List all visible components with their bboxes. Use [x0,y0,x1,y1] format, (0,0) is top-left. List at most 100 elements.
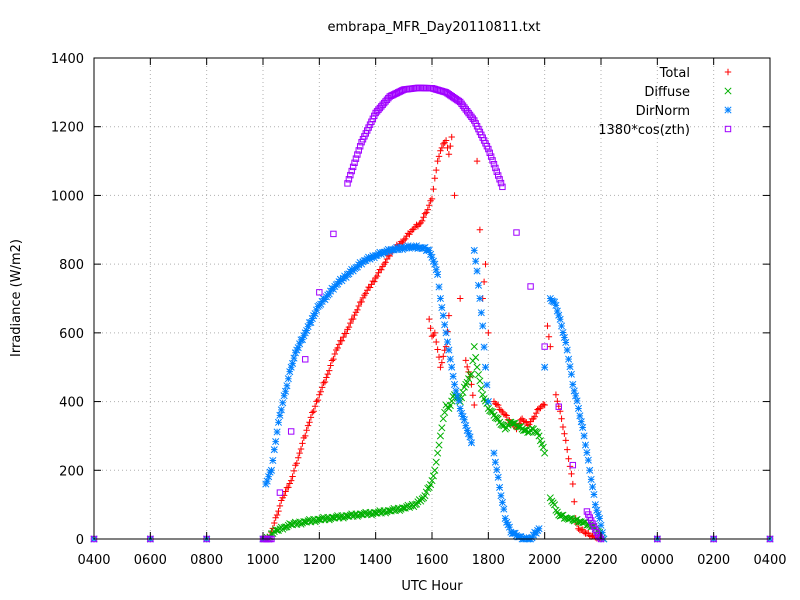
data-point [436,294,445,303]
y-tick-label: 800 [59,258,84,273]
data-point [573,397,581,405]
data-point [309,409,316,416]
y-tick-label: 1400 [51,52,84,67]
data-point [562,338,570,347]
data-point [276,502,284,510]
data-point [383,255,391,263]
data-point [448,133,455,141]
data-point [558,322,566,330]
data-point [335,341,343,348]
data-point [576,412,584,420]
data-point [482,260,489,268]
data-point [425,315,433,323]
data-point [498,498,506,506]
data-point [296,449,303,457]
data-point [308,314,316,323]
data-point [435,153,443,160]
data-point [532,529,540,537]
data-point [354,151,361,158]
series-2 [90,242,774,543]
data-point [303,427,310,434]
legend-marker-symbol [724,125,732,133]
data-point [361,291,368,299]
data-point [555,311,563,319]
data-point [535,525,543,533]
data-point [577,418,585,426]
data-point [402,235,409,243]
data-point [404,501,412,509]
data-point [334,344,341,352]
data-point [349,163,357,171]
data-point [470,343,478,351]
data-point [393,243,401,251]
data-point [404,242,412,250]
data-point [539,443,547,451]
data-point [420,214,427,221]
data-point [472,257,480,265]
data-point [442,329,450,337]
data-point [271,519,278,527]
data-point [570,387,578,395]
data-point [476,226,484,233]
data-point [511,529,519,537]
data-point [467,439,475,447]
data-point [433,338,440,346]
data-point [345,323,353,331]
data-point [550,298,559,306]
data-point [431,466,439,474]
data-point [299,440,306,447]
data-point [346,268,354,276]
data-point [554,398,561,405]
y-tick-label: 1200 [51,121,84,136]
y-axis-label: Irradiance (W/m2) [9,239,24,357]
data-point [300,518,308,526]
data-point [412,242,421,250]
data-point [425,246,433,254]
data-point [474,281,483,289]
data-point [334,280,342,288]
data-point [439,312,447,320]
data-point [312,306,321,314]
data-point [303,326,311,335]
data-point [358,298,365,306]
y-tick-label: 400 [59,396,84,411]
data-point [491,458,499,466]
data-point [283,382,291,390]
data-point [500,410,508,418]
data-point [428,195,436,203]
data-point [342,330,350,337]
data-point [327,362,334,369]
data-point [502,411,509,418]
data-point [496,483,504,492]
data-point [569,480,577,488]
data-point [318,384,326,391]
data-point [594,510,602,518]
data-point [469,392,477,399]
data-point [435,441,443,449]
data-point [398,504,406,512]
y-tick-label: 1000 [51,189,84,204]
data-point [301,329,309,337]
data-point [549,297,557,305]
data-point [445,312,453,319]
chart-title: embrapa_MFR_Day20110811.txt [327,20,540,35]
data-point [477,384,485,392]
data-point [311,310,319,318]
data-point [295,454,302,461]
legend-marker-symbol [724,106,732,114]
data-point [294,344,302,352]
data-point [514,423,522,431]
data-point [328,357,336,364]
data-point [267,466,276,474]
data-point [348,167,355,175]
data-point [593,506,601,514]
data-point [462,357,469,364]
data-point [492,164,499,172]
data-point [483,381,491,389]
data-point [340,333,347,341]
legend-label: Diffuse [644,85,690,100]
data-point [287,477,295,484]
data-point [335,278,343,286]
data-point [490,160,498,168]
